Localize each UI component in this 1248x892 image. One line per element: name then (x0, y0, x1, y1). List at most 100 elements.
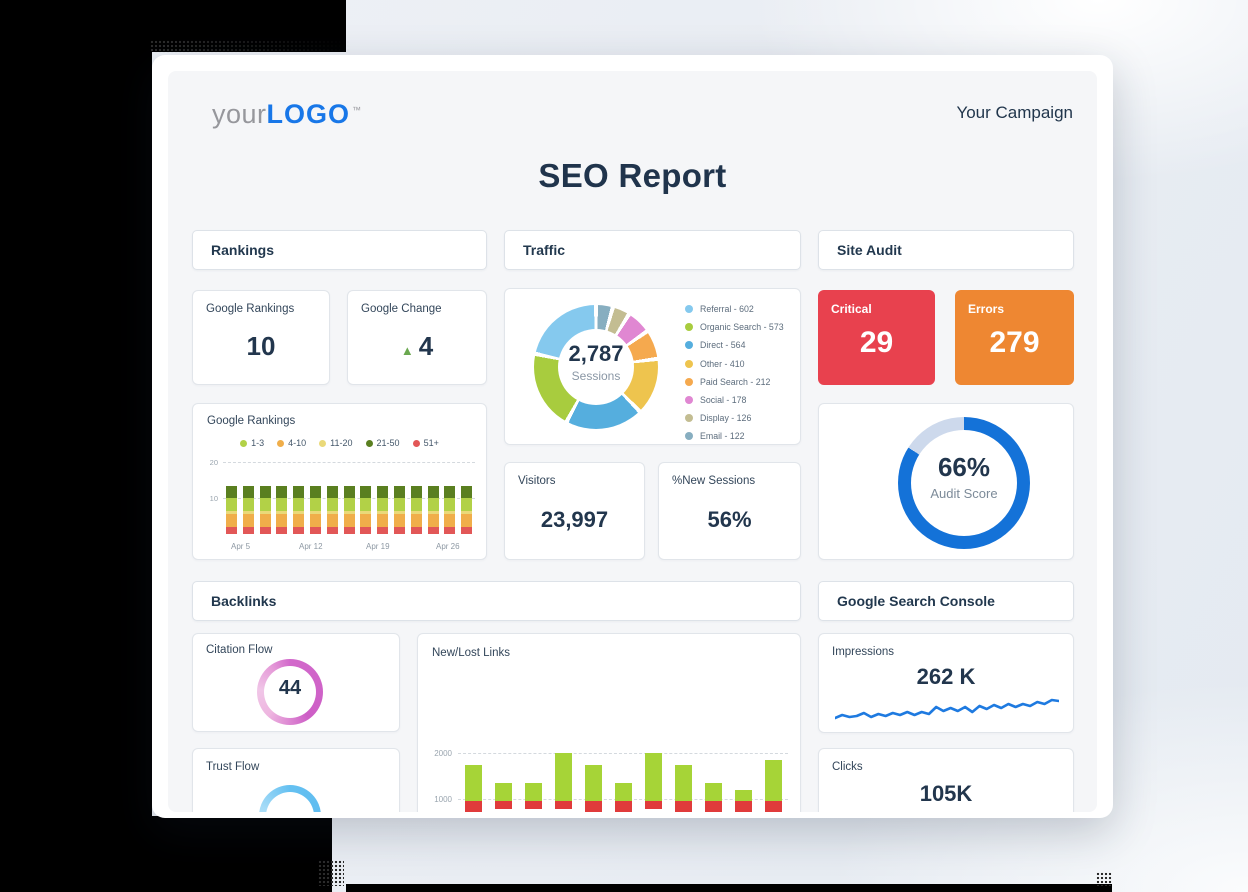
rankings-gridline (223, 462, 475, 464)
rankings-bar-segment (276, 498, 288, 511)
new-links-bar (644, 753, 662, 802)
rankings-bar-segment (259, 526, 271, 534)
audit-score-card: 66% Audit Score (818, 403, 1074, 560)
rankings-bar (276, 455, 288, 534)
section-header-search-console: Google Search Console (818, 581, 1074, 621)
google-rankings-label: Google Rankings (206, 303, 295, 315)
errors-card: Errors 279 (955, 290, 1074, 385)
lost-links-bar (614, 801, 632, 812)
new-links-bar (464, 765, 482, 802)
lost-links-bar (734, 801, 752, 812)
halftone-decor (1096, 872, 1112, 886)
rankings-bar-segment (393, 526, 405, 534)
rankings-bar-segment (427, 526, 439, 534)
rankings-bar-segment (393, 485, 405, 499)
rankings-bar-segment (225, 498, 237, 511)
halftone-decor (150, 40, 350, 53)
rankings-bar-segment (427, 485, 439, 499)
rankings-bar-segment (309, 485, 321, 499)
new-lost-links-plot (458, 679, 788, 812)
section-header-site-audit-label: Site Audit (837, 242, 902, 258)
new-sessions-label: %New Sessions (672, 475, 756, 487)
rankings-bar-segment (259, 498, 271, 511)
new-links-bar (554, 753, 572, 802)
rankings-legend-item: 11-20 (319, 438, 353, 448)
rankings-bar-segment (309, 498, 321, 511)
new-links-bar (704, 782, 722, 802)
rankings-bar (427, 455, 439, 534)
google-rankings-chart-card: Google Rankings 1-3 4-10 11-20 21-50 51+ 20 1… (192, 403, 487, 560)
rankings-bar-segment (360, 498, 372, 511)
section-header-rankings: Rankings (192, 230, 487, 270)
rankings-bar-segment (444, 510, 456, 515)
google-change-label: Google Change (361, 303, 442, 315)
rankings-bar-segment (225, 514, 237, 527)
new-links-bar (734, 789, 752, 802)
new-lost-links-title: New/Lost Links (432, 647, 510, 659)
new-lost-links-card: New/Lost Links 2000 1000 (417, 633, 801, 812)
rankings-bar-segment (242, 526, 254, 534)
lost-links-bar (494, 801, 512, 810)
rankings-bar (326, 455, 338, 534)
impressions-sparkline (835, 698, 1059, 720)
traffic-legend-item: Organic Search - 573 (685, 318, 784, 336)
impressions-value: 262 K (916, 664, 976, 689)
lost-links-bar (464, 801, 482, 812)
visitors-card: Visitors 23,997 (504, 462, 645, 560)
newlost-y-tick: 2000 (434, 749, 452, 758)
lost-links-bar (674, 801, 692, 812)
rankings-bar (461, 455, 473, 534)
rankings-bar-segment (276, 485, 288, 499)
rankings-bar-segment (326, 510, 338, 515)
rankings-bar-segment (242, 485, 254, 499)
rankings-bar (410, 455, 422, 534)
google-change-card: Google Change ▲ 4 (347, 290, 487, 385)
critical-label: Critical (831, 302, 872, 316)
rankings-chart-legend: 1-3 4-10 11-20 21-50 51+ (193, 438, 486, 448)
section-header-search-console-label: Google Search Console (837, 593, 995, 609)
impressions-line (835, 698, 1059, 720)
rankings-bar-segment (259, 485, 271, 499)
rankings-bar-segment (461, 485, 473, 499)
rankings-x-tick: Apr 26 (436, 542, 460, 551)
rankings-bar-segment (444, 514, 456, 527)
google-rankings-chart-title: Google Rankings (207, 415, 296, 427)
citation-flow-label: Citation Flow (206, 644, 273, 656)
rankings-bar-segment (377, 526, 389, 534)
rankings-bar-segment (276, 526, 288, 534)
errors-label: Errors (968, 302, 1005, 316)
rankings-bar-segment (225, 510, 237, 515)
sessions-total: 2,787 (568, 341, 624, 366)
clicks-label: Clicks (832, 761, 863, 773)
rankings-bar-segment (427, 498, 439, 511)
traffic-legend-item: Other - 410 (685, 355, 784, 373)
google-rankings-card: Google Rankings 10 (192, 290, 330, 385)
legend-dot-icon (685, 414, 693, 423)
traffic-legend: Referral - 602 Organic Search - 573 Direct… (685, 300, 784, 446)
rankings-bar-segment (343, 485, 355, 499)
decor-black-bottom-bar (346, 884, 1112, 892)
trust-flow-card: Trust Flow (192, 748, 400, 812)
legend-dot-icon (412, 439, 420, 447)
audit-score-value: 66% (937, 452, 991, 482)
rankings-bar-segment (259, 510, 271, 515)
page-title: SEO Report (538, 157, 727, 194)
rankings-bar (225, 455, 237, 534)
traffic-legend-item: Referral - 602 (685, 300, 784, 318)
decor-black-bottom-left (0, 816, 332, 892)
legend-dot-icon (365, 439, 373, 447)
impressions-card: Impressions 262 K (818, 633, 1074, 733)
traffic-legend-item: Social - 178 (685, 391, 784, 409)
rankings-bar-segment (225, 526, 237, 534)
sessions-label: Sessions (571, 369, 621, 383)
rankings-bar-segment (343, 526, 355, 534)
legend-dot-icon (277, 439, 285, 447)
rankings-bar (309, 455, 321, 534)
rankings-bar-segment (393, 514, 405, 527)
rankings-bar-segment (293, 510, 305, 515)
google-rankings-value: 10 (246, 331, 276, 361)
lost-links-bar (764, 801, 782, 812)
citation-flow-ring (257, 659, 323, 725)
rankings-bar-segment (360, 510, 372, 515)
